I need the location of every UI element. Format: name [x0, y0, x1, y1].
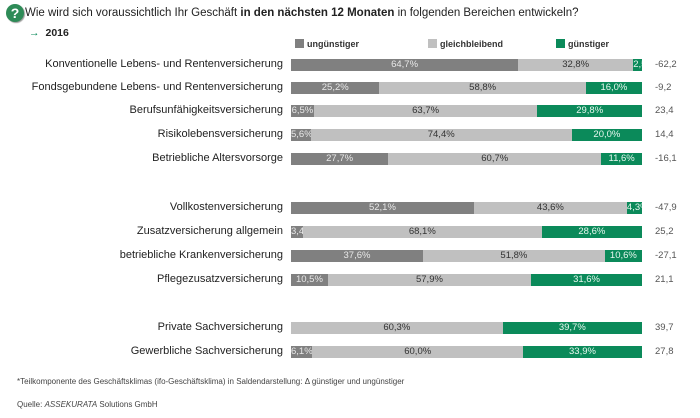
legend-swatch	[295, 39, 304, 48]
bar-segment-gleichbleibend: 51,8%	[422, 250, 605, 262]
bar-segment-gleichbleibend: 60,0%	[312, 346, 523, 358]
bar-segment-gunstiger: 33,9%	[523, 346, 642, 358]
question-icon: ?	[6, 4, 24, 22]
bar-segment-gunstiger: 10,6%	[604, 250, 642, 262]
bar-segment-gleichbleibend: 60,7%	[388, 153, 602, 165]
bar-segment-gleichbleibend: 58,8%	[379, 82, 586, 94]
bar-segment-ungunstiger: 52,1%	[291, 202, 474, 214]
bar-segment-ungunstiger: 5,6%	[291, 129, 311, 141]
bar-segment-gunstiger: 39,7%	[502, 322, 642, 334]
saldo-value: 25,2	[655, 226, 674, 237]
bar-segment-gunstiger: 2,5%	[633, 59, 642, 71]
category-label: Zusatzversicherung allgemein	[136, 225, 283, 237]
saldo-value: -9,2	[655, 82, 672, 93]
bar-segment-gleichbleibend: 43,6%	[473, 202, 627, 214]
footnote: *Teilkomponente des Geschäftsklimas (ifo…	[17, 377, 405, 386]
bar-segment-gunstiger: 16,0%	[585, 82, 642, 94]
saldo-value: 14,4	[655, 129, 674, 140]
category-label: Betriebliche Altersvorsorge	[152, 152, 283, 164]
legend-swatch	[428, 39, 437, 48]
bar-segment-gleichbleibend: 68,1%	[302, 226, 542, 238]
category-label: betriebliche Krankenversicherung	[119, 249, 283, 261]
bar-segment-gleichbleibend: 32,8%	[518, 59, 634, 71]
category-label: Fondsgebundene Lebens- und Rentenversich…	[31, 81, 283, 93]
bar-segment-gleichbleibend: 60,3%	[291, 322, 503, 334]
chart-title: Wie wird sich voraussichtlich Ihr Geschä…	[25, 7, 579, 19]
bar-segment-gunstiger: 11,6%	[601, 153, 642, 165]
bar-segment-gunstiger: 20,0%	[571, 129, 642, 141]
bar-segment-ungunstiger: 6,5%	[291, 105, 314, 117]
bar-segment-ungunstiger: 37,6%	[291, 250, 423, 262]
category-label: Private Sachversicherung	[157, 321, 283, 333]
bar-segment-ungunstiger: 10,5%	[291, 274, 328, 286]
bar-segment-gunstiger: 31,6%	[531, 274, 642, 286]
legend-item-gleichbleibend: gleichbleibend	[428, 39, 503, 49]
saldo-value: 21,1	[655, 274, 674, 285]
bar-segment-ungunstiger: 25,2%	[291, 82, 380, 94]
saldo-value: 23,4	[655, 105, 674, 116]
bar-segment-ungunstiger: 27,7%	[291, 153, 389, 165]
category-label: Vollkostenversicherung	[169, 201, 283, 213]
bar-segment-gleichbleibend: 63,7%	[313, 105, 538, 117]
saldo-value: -16,1	[655, 153, 677, 164]
bar-segment-gleichbleibend: 57,9%	[327, 274, 532, 286]
source-note: Quelle: ASSEKURATA Solutions GmbH	[17, 400, 158, 409]
saldo-value: -27,1	[655, 250, 677, 261]
saldo-value: -62,2	[655, 59, 677, 70]
saldo-value: 27,8	[655, 346, 674, 357]
bar-segment-ungunstiger: 64,7%	[291, 59, 519, 71]
saldo-value: -47,9	[655, 202, 677, 213]
bar-segment-ungunstiger: 6,1%	[291, 346, 313, 358]
bar-segment-ungunstiger: 3,4%	[291, 226, 303, 238]
arrow-right-icon: →	[29, 27, 40, 39]
legend-item-ungunstiger: ungünstiger	[295, 39, 359, 49]
category-label: Konventionelle Lebens- und Rentenversich…	[45, 58, 283, 70]
bar-segment-gunstiger: 29,8%	[537, 105, 642, 117]
year-label: → 2016	[29, 27, 69, 39]
legend-swatch	[556, 39, 565, 48]
saldo-value: 39,7	[655, 322, 674, 333]
legend-item-gunstiger: günstiger	[556, 39, 609, 49]
category-label: Berufsunfähigkeitsversicherung	[129, 104, 283, 116]
category-label: Pflegezusatzversicherung	[157, 273, 283, 285]
bar-segment-gunstiger: 28,6%	[541, 226, 642, 238]
category-label: Risikolebensversicherung	[157, 128, 283, 140]
bar-segment-gleichbleibend: 74,4%	[310, 129, 572, 141]
bar-segment-gunstiger: 4,3%	[626, 202, 642, 214]
category-label: Gewerbliche Sachversicherung	[130, 345, 283, 357]
